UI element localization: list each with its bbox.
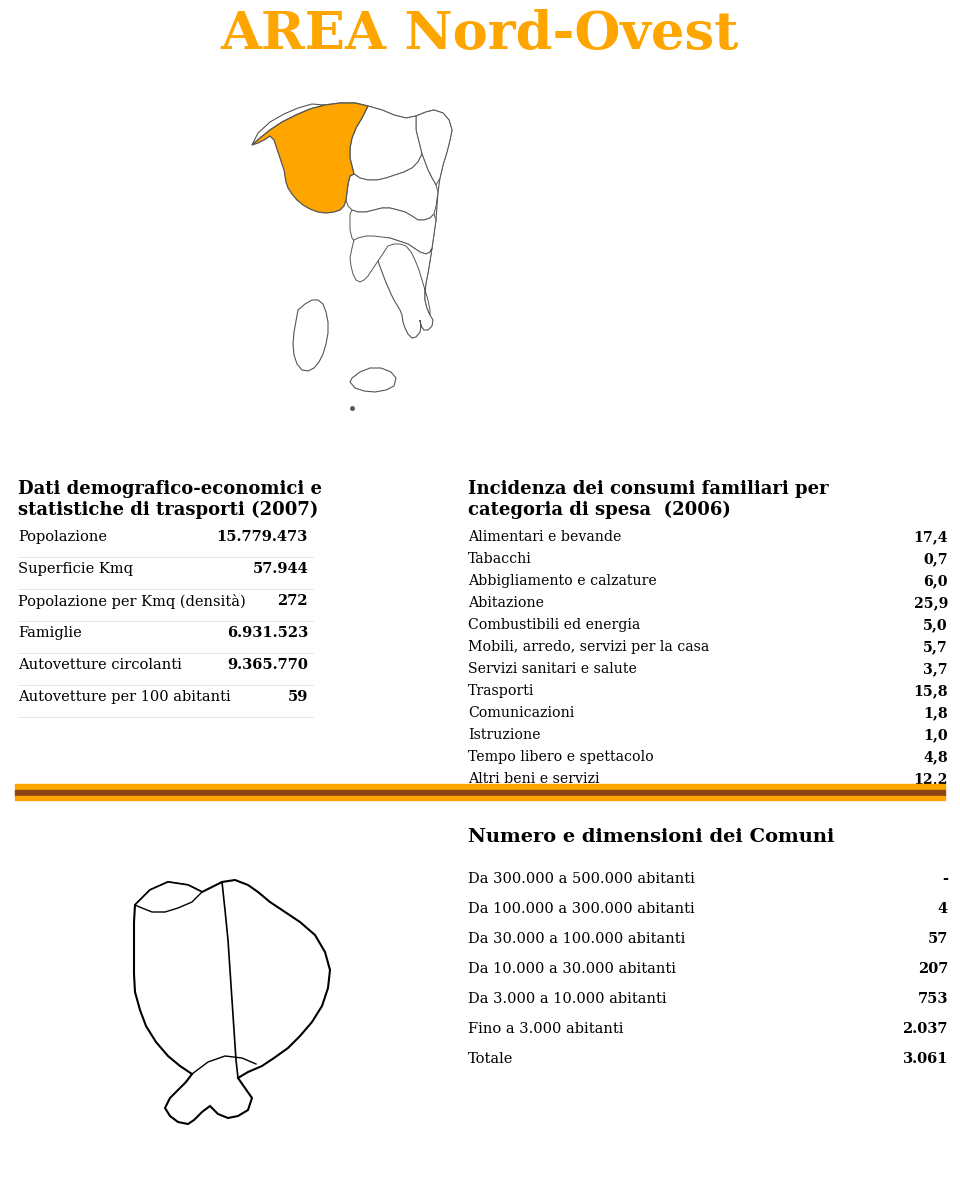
Text: 59: 59 xyxy=(288,690,308,704)
Text: Alimentari e bevande: Alimentari e bevande xyxy=(468,530,621,544)
Text: Numero e dimensioni dei Comuni: Numero e dimensioni dei Comuni xyxy=(468,828,834,846)
Text: Da 300.000 a 500.000 abitanti: Da 300.000 a 500.000 abitanti xyxy=(468,872,695,887)
Text: 25,9: 25,9 xyxy=(914,596,948,610)
Text: Fino a 3.000 abitanti: Fino a 3.000 abitanti xyxy=(468,1022,623,1036)
Polygon shape xyxy=(350,236,432,315)
Text: Totale: Totale xyxy=(468,1052,514,1066)
Text: 57: 57 xyxy=(927,932,948,946)
Text: Comunicazioni: Comunicazioni xyxy=(468,706,574,720)
Text: 3,7: 3,7 xyxy=(924,662,948,676)
Polygon shape xyxy=(350,208,436,253)
Bar xyxy=(15,784,945,790)
Text: Da 10.000 a 30.000 abitanti: Da 10.000 a 30.000 abitanti xyxy=(468,962,676,976)
Text: Famiglie: Famiglie xyxy=(18,626,82,640)
Text: 17,4: 17,4 xyxy=(913,530,948,544)
Text: Popolazione: Popolazione xyxy=(18,530,107,544)
Text: Da 3.000 a 10.000 abitanti: Da 3.000 a 10.000 abitanti xyxy=(468,992,666,1006)
Text: Istruzione: Istruzione xyxy=(468,728,540,743)
Text: Tempo libero e spettacolo: Tempo libero e spettacolo xyxy=(468,750,654,764)
Polygon shape xyxy=(416,109,452,184)
Text: 3.061: 3.061 xyxy=(902,1052,948,1066)
Text: Abbigliamento e calzature: Abbigliamento e calzature xyxy=(468,574,657,588)
Text: 0,7: 0,7 xyxy=(924,552,948,566)
Text: Popolazione per Kmq (densità): Popolazione per Kmq (densità) xyxy=(18,594,246,609)
Polygon shape xyxy=(134,879,330,1125)
Polygon shape xyxy=(293,300,328,371)
Text: 207: 207 xyxy=(918,962,948,976)
Text: Trasporti: Trasporti xyxy=(468,684,535,699)
Text: Da 100.000 a 300.000 abitanti: Da 100.000 a 300.000 abitanti xyxy=(468,902,695,916)
Polygon shape xyxy=(346,154,438,220)
Bar xyxy=(15,796,945,800)
Text: statistiche di trasporti (2007): statistiche di trasporti (2007) xyxy=(18,501,319,519)
Text: 12,2: 12,2 xyxy=(914,772,948,787)
Bar xyxy=(15,790,945,796)
Text: AREA Nord-Ovest: AREA Nord-Ovest xyxy=(221,10,739,61)
Polygon shape xyxy=(350,106,422,180)
Text: 15.779.473: 15.779.473 xyxy=(217,530,308,544)
Polygon shape xyxy=(252,104,452,338)
Text: Servizi sanitari e salute: Servizi sanitari e salute xyxy=(468,662,636,676)
Text: Tabacchi: Tabacchi xyxy=(468,552,532,566)
Text: Mobili, arredo, servizi per la casa: Mobili, arredo, servizi per la casa xyxy=(468,640,709,654)
Text: Abitazione: Abitazione xyxy=(468,596,544,610)
Text: Autovetture circolanti: Autovetture circolanti xyxy=(18,658,181,672)
Text: 6,0: 6,0 xyxy=(924,574,948,588)
Text: Dati demografico-economici e: Dati demografico-economici e xyxy=(18,480,322,497)
Text: categoria di spesa  (2006): categoria di spesa (2006) xyxy=(468,501,731,519)
Text: 9.365.770: 9.365.770 xyxy=(228,658,308,672)
Text: Combustibili ed energia: Combustibili ed energia xyxy=(468,618,640,632)
Text: Da 30.000 a 100.000 abitanti: Da 30.000 a 100.000 abitanti xyxy=(468,932,685,946)
Text: 6.931.523: 6.931.523 xyxy=(227,626,308,640)
Text: 753: 753 xyxy=(918,992,948,1006)
Text: Autovetture per 100 abitanti: Autovetture per 100 abitanti xyxy=(18,690,230,704)
Polygon shape xyxy=(252,104,368,213)
Text: 5,0: 5,0 xyxy=(924,618,948,632)
Text: 1,8: 1,8 xyxy=(924,706,948,720)
Text: 272: 272 xyxy=(277,594,308,608)
Polygon shape xyxy=(135,882,202,912)
Text: -: - xyxy=(942,872,948,887)
Text: Superficie Kmq: Superficie Kmq xyxy=(18,562,133,576)
Text: 5,7: 5,7 xyxy=(924,640,948,654)
Text: 57.944: 57.944 xyxy=(252,562,308,576)
Text: 1,0: 1,0 xyxy=(924,728,948,743)
Text: 4,8: 4,8 xyxy=(924,750,948,764)
Text: 4: 4 xyxy=(938,902,948,916)
Text: Altri beni e servizi: Altri beni e servizi xyxy=(468,772,599,787)
Text: 15,8: 15,8 xyxy=(913,684,948,699)
Text: Incidenza dei consumi familiari per: Incidenza dei consumi familiari per xyxy=(468,480,828,497)
Polygon shape xyxy=(350,368,396,392)
Text: 2.037: 2.037 xyxy=(902,1022,948,1036)
